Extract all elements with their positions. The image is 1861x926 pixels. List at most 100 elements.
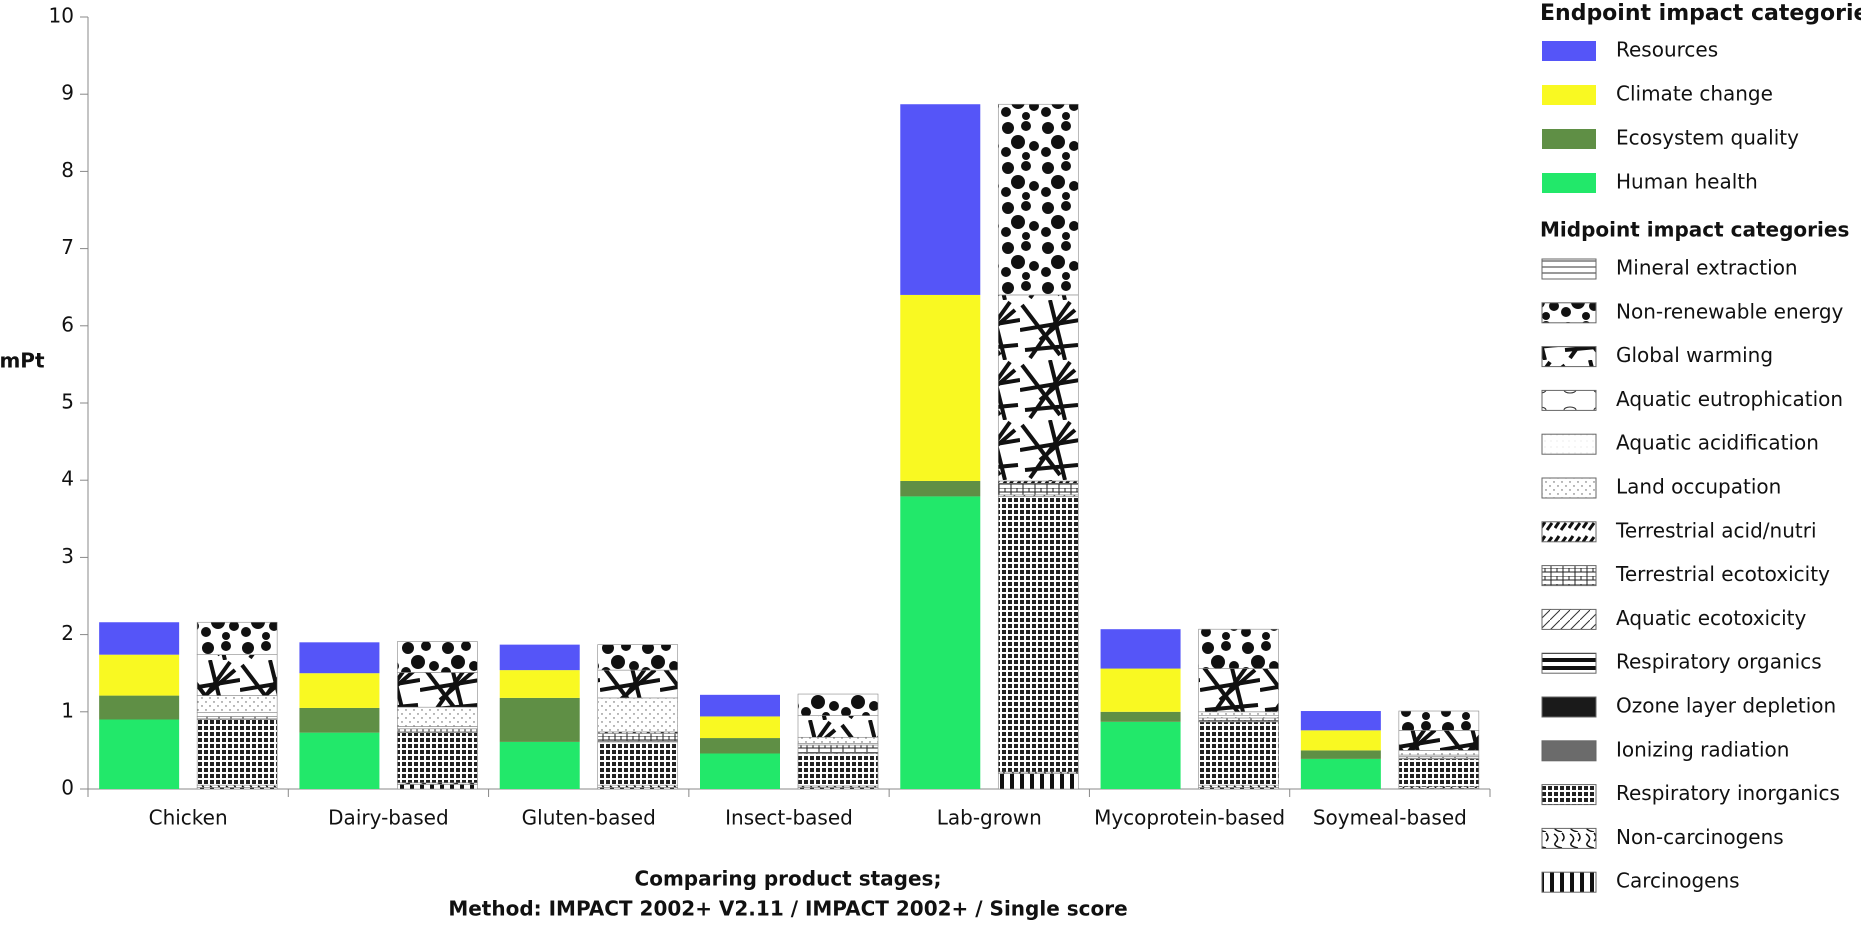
legend-swatch <box>1541 740 1597 762</box>
bar-segment <box>196 716 278 720</box>
x-tick-label: Dairy-based <box>328 806 449 830</box>
x-axis-title: Comparing product stages; <box>635 867 942 891</box>
bar-segment <box>1198 668 1279 713</box>
bar-segment <box>397 732 478 784</box>
bar-segment <box>797 736 879 744</box>
legend-swatch <box>1541 871 1597 893</box>
bar-segment <box>196 654 278 696</box>
bar-segment <box>997 480 1079 484</box>
legend-swatch <box>1541 433 1597 455</box>
legend-label: Resources <box>1616 38 1718 62</box>
legend-swatch <box>1541 302 1597 324</box>
legend-swatch <box>1541 565 1597 587</box>
bar-segment <box>1300 758 1381 789</box>
bar-segment <box>99 654 180 696</box>
legend-swatch <box>1542 173 1596 193</box>
bar-segment <box>1300 750 1381 759</box>
x-tick-label: Insect-based <box>725 806 853 830</box>
legend-swatch <box>1542 41 1596 61</box>
x-tick-label: Soymeal-based <box>1313 806 1467 830</box>
bar-segment <box>1198 721 1279 786</box>
x-tick-label: Gluten-based <box>522 806 656 830</box>
bar-segment <box>997 773 1079 790</box>
legend-label: Non-carcinogens <box>1616 825 1784 849</box>
bar-segment <box>700 694 780 717</box>
bar-segment <box>196 719 278 786</box>
bar-segment <box>499 697 580 742</box>
bar-segment <box>597 784 679 788</box>
legend-swatch <box>1541 477 1597 499</box>
bar-segment <box>900 294 981 481</box>
bar-segment <box>1398 758 1480 787</box>
x-axis-title: Method: IMPACT 2002+ V2.11 / IMPACT 2002… <box>448 897 1127 921</box>
bar-segment <box>900 496 981 789</box>
bar-segment <box>1198 717 1279 722</box>
bar-segment <box>1398 710 1480 731</box>
legend-swatch <box>1542 85 1596 105</box>
y-tick-label: 5 <box>61 390 74 414</box>
bar-segment <box>397 784 478 790</box>
bar-segment <box>99 695 180 720</box>
y-tick-label: 2 <box>61 621 74 645</box>
bar-segment <box>299 732 380 789</box>
bar-segment <box>1398 750 1480 756</box>
bar-segment <box>1100 711 1181 722</box>
legend-label: Global warming <box>1616 343 1773 367</box>
legend-label: Respiratory organics <box>1616 650 1822 674</box>
y-tick-label: 1 <box>61 698 74 722</box>
bar-segment <box>597 669 679 699</box>
y-tick-label: 8 <box>61 158 74 182</box>
legend-swatch <box>1541 784 1597 806</box>
legend-label: Aquatic eutrophication <box>1616 387 1843 411</box>
legend-label: Ionizing radiation <box>1616 737 1789 761</box>
legend-swatch <box>1542 129 1596 149</box>
legend-swatch <box>1541 827 1597 849</box>
bar-segment <box>1198 715 1279 719</box>
legend-label: Ozone layer depletion <box>1616 694 1836 718</box>
bar-segment <box>597 697 679 733</box>
bar-segment <box>299 673 380 708</box>
y-tick-label: 3 <box>61 544 74 568</box>
bar-segment <box>1198 784 1279 788</box>
legend-label: Terrestrial acid/nutri <box>1615 518 1817 542</box>
x-tick-label: Chicken <box>149 806 228 830</box>
bar-segment <box>397 706 478 727</box>
bar-segment <box>196 784 278 788</box>
y-tick-label: 4 <box>61 467 74 491</box>
y-tick-label: 6 <box>61 312 74 336</box>
bar-segment <box>196 712 278 717</box>
bar-segment <box>900 104 981 295</box>
bar-segment <box>700 753 780 789</box>
bar-segment <box>299 642 380 674</box>
bar-segment <box>997 103 1079 296</box>
x-tick-label: Mycoprotein-based <box>1094 806 1285 830</box>
bar-segment <box>597 741 679 786</box>
bar-segment <box>397 728 478 733</box>
bar-segment <box>196 695 278 713</box>
legend-title: Midpoint impact categories <box>1540 218 1849 242</box>
legend-swatch <box>1541 389 1597 411</box>
legend-swatch <box>1541 258 1597 280</box>
legend-title: Endpoint impact categories <box>1540 1 1861 26</box>
bar-segment <box>499 741 580 789</box>
bar-segment <box>797 753 879 787</box>
y-tick-label: 7 <box>61 235 74 259</box>
bar-segment <box>797 744 879 754</box>
legend-label: Aquatic ecotoxicity <box>1616 606 1806 630</box>
legend-label: Ecosystem quality <box>1616 126 1799 150</box>
bar-segment <box>997 496 1079 773</box>
bar-segment <box>1100 668 1181 712</box>
bar-segment <box>1300 711 1381 731</box>
legend-label: Climate change <box>1616 82 1773 106</box>
legend-swatch <box>1541 608 1597 630</box>
legend-label: Non-renewable energy <box>1616 299 1844 323</box>
bar-segment <box>1100 721 1181 789</box>
bar-segment <box>597 733 679 742</box>
legend-swatch <box>1541 652 1597 674</box>
y-tick-label: 10 <box>49 4 74 28</box>
bar-segment <box>700 738 780 754</box>
bar-segment <box>499 670 580 698</box>
bar-segment <box>1198 711 1279 716</box>
bar-segment <box>299 707 380 733</box>
bar-segment <box>397 641 478 673</box>
